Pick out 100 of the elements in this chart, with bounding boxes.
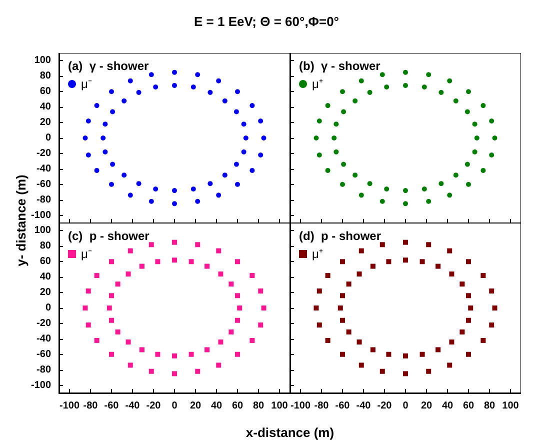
text: (b) γ - shower <box>299 59 381 73</box>
point <box>235 293 240 298</box>
point <box>148 198 154 204</box>
point <box>352 98 358 104</box>
point <box>136 90 142 95</box>
point <box>94 103 100 108</box>
point <box>466 318 471 323</box>
x-tick-label: 60 <box>462 400 474 412</box>
y-tick-label: -60 <box>36 348 52 360</box>
point <box>474 136 480 140</box>
point <box>115 329 120 334</box>
point <box>472 122 478 127</box>
point <box>172 188 177 194</box>
point <box>222 98 228 104</box>
point <box>447 248 452 254</box>
point <box>235 259 240 264</box>
y-tick-label: -40 <box>36 163 52 174</box>
point <box>250 103 255 108</box>
point <box>126 340 131 344</box>
point <box>216 192 222 198</box>
point <box>420 352 425 357</box>
point <box>155 259 160 264</box>
point <box>139 347 144 352</box>
point <box>250 338 255 343</box>
point <box>426 198 432 204</box>
point <box>449 272 454 276</box>
point <box>155 352 160 357</box>
point <box>422 186 427 192</box>
point <box>358 192 364 198</box>
point <box>436 264 441 269</box>
x-tick-label: -60 <box>335 400 350 412</box>
point <box>195 198 200 204</box>
legend-label: μ⁻ <box>81 247 92 261</box>
y-tick-label: 80 <box>40 240 52 252</box>
point <box>109 318 114 323</box>
point <box>109 89 114 94</box>
point <box>356 340 362 344</box>
point <box>340 352 345 357</box>
point <box>489 322 494 328</box>
x-tick-label: -100 <box>59 400 80 412</box>
point <box>208 90 213 95</box>
y-tick-label: 0 <box>45 302 52 314</box>
point <box>316 288 322 294</box>
point <box>447 362 452 368</box>
point <box>370 347 376 352</box>
y-tick-label: 20 <box>40 287 52 298</box>
point <box>380 242 385 248</box>
x-tick-label: -40 <box>356 400 372 412</box>
point <box>480 338 486 343</box>
point <box>370 264 376 269</box>
point <box>172 82 177 88</box>
point <box>235 318 240 323</box>
x-tick-label: 80 <box>252 400 264 412</box>
point <box>480 273 486 278</box>
point <box>153 84 158 90</box>
x-tick-label: -80 <box>83 400 98 412</box>
point <box>480 103 486 108</box>
point <box>340 259 345 264</box>
legend-label: μ⁺ <box>312 247 323 261</box>
point <box>241 122 246 127</box>
point <box>172 70 177 75</box>
point <box>139 264 144 269</box>
point <box>386 259 392 264</box>
point <box>136 181 142 186</box>
point <box>94 338 100 343</box>
point <box>384 186 390 192</box>
point <box>466 352 471 357</box>
point <box>346 329 352 334</box>
point <box>172 240 177 245</box>
point <box>380 72 385 78</box>
point <box>218 272 224 276</box>
point <box>403 201 408 206</box>
point <box>94 273 100 278</box>
point <box>340 318 345 323</box>
point <box>489 288 494 294</box>
point <box>492 306 498 310</box>
point <box>380 368 385 374</box>
y-tick-label: -20 <box>36 148 52 159</box>
point <box>188 352 194 357</box>
point <box>250 273 255 278</box>
point <box>466 182 471 187</box>
point <box>352 172 358 178</box>
point <box>122 98 127 104</box>
point <box>216 248 222 254</box>
point <box>100 136 106 140</box>
x-tick-label: 80 <box>484 400 496 412</box>
point <box>367 90 372 95</box>
y-axis-title: y- distance (m) <box>14 174 28 268</box>
point <box>172 258 177 263</box>
point <box>216 78 222 84</box>
y-tick-label: -80 <box>36 194 52 206</box>
x-tick-label: 20 <box>420 400 432 412</box>
point <box>403 188 408 194</box>
point <box>403 82 408 88</box>
x-tick-label: -20 <box>377 400 392 412</box>
point <box>102 122 108 127</box>
point <box>384 84 390 90</box>
point <box>148 242 154 248</box>
point <box>261 136 266 140</box>
point <box>340 293 345 298</box>
